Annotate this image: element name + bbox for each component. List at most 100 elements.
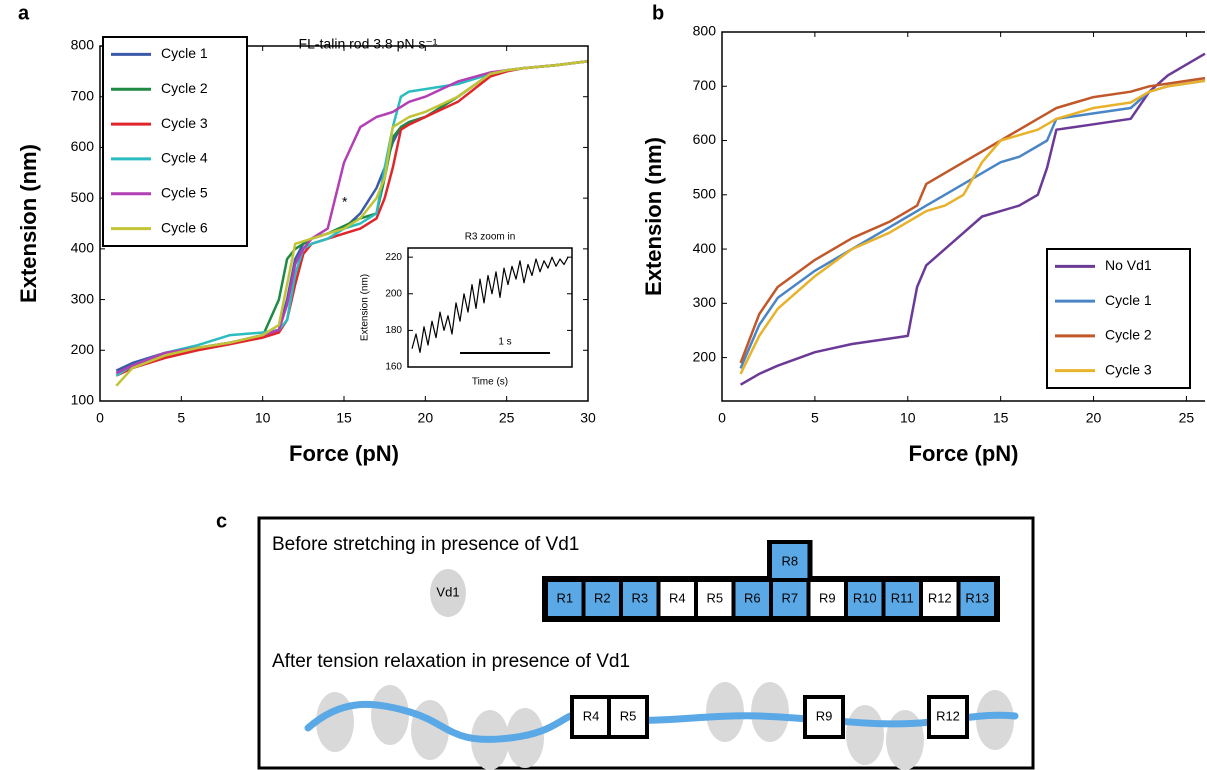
vd1-blob	[316, 692, 354, 752]
domain	[848, 582, 882, 616]
y-tick-label: 500	[693, 185, 717, 201]
y-tick-label: 160	[385, 362, 402, 373]
x-tick-label: 15	[336, 410, 352, 426]
y-tick-label: 400	[71, 240, 95, 256]
legend-label: Cycle 3	[161, 115, 208, 131]
x-tick-label: 0	[718, 410, 726, 426]
x-tick-label: 5	[811, 410, 819, 426]
x-tick-label: 15	[993, 410, 1009, 426]
domain-box	[927, 695, 969, 739]
legend-label: Cycle 1	[161, 45, 208, 61]
y-tick-label: 200	[693, 348, 717, 364]
x-tick-label: 20	[418, 410, 434, 426]
vd1-blob	[371, 685, 409, 745]
vd1-blob	[846, 705, 884, 765]
y-axis-label: Extension (nm)	[16, 144, 41, 303]
domain	[772, 544, 808, 578]
x-tick-label: 30	[580, 410, 596, 426]
y-tick-label: 800	[71, 37, 95, 53]
vd1-blob	[886, 710, 924, 770]
data-line	[739, 79, 1206, 375]
data-line	[739, 76, 1206, 364]
domain	[773, 582, 807, 616]
vd1-blob	[430, 569, 466, 617]
y-tick-label: 600	[693, 131, 717, 147]
domain	[735, 582, 769, 616]
y-tick-label: 700	[71, 87, 95, 103]
x-axis-label: Time (s)	[472, 377, 508, 388]
data-line	[115, 59, 589, 377]
y-tick-label: 100	[71, 392, 95, 408]
domain-label: R5	[620, 708, 637, 723]
x-tick-label: 10	[900, 410, 916, 426]
domain-label: R13	[965, 590, 989, 605]
domain-box	[803, 695, 845, 739]
domain	[810, 582, 844, 616]
y-axis-label: Extension (nm)	[641, 137, 666, 296]
domain	[548, 582, 582, 616]
y-tick-label: 700	[693, 77, 717, 93]
domain-box	[607, 695, 649, 739]
domain	[923, 582, 957, 616]
data-line	[739, 52, 1206, 386]
domain-label: R4	[583, 708, 600, 723]
legend-box	[1046, 248, 1191, 389]
x-axis-label: Force (pN)	[909, 441, 1019, 466]
domain-label: R11	[891, 590, 914, 605]
domain-label: R9	[816, 708, 833, 723]
domain-label: R12	[936, 708, 960, 723]
y-tick-label: 200	[71, 341, 95, 357]
domain-label: R1	[556, 590, 573, 605]
plot-area	[408, 248, 572, 367]
y-tick-label: 300	[71, 290, 95, 306]
data-line	[739, 79, 1206, 369]
annotation: *	[342, 194, 348, 210]
x-tick-label: 20	[1086, 410, 1102, 426]
data-line	[411, 256, 569, 353]
vd1-blob	[751, 682, 789, 742]
axis-frame	[407, 247, 573, 368]
y-tick-label: 500	[71, 189, 95, 205]
legend-label: Cycle 6	[161, 219, 208, 235]
y-tick-label: 800	[693, 23, 717, 39]
data-line	[115, 59, 589, 387]
domain-label: R7	[781, 590, 798, 605]
x-tick-label: 25	[1179, 410, 1195, 426]
vd1-label: Vd1	[436, 584, 459, 599]
x-tick-label: 5	[177, 410, 185, 426]
domain	[960, 582, 994, 616]
legend-label: Cycle 3	[1105, 361, 1152, 377]
y-tick-label: 300	[693, 294, 717, 310]
x-tick-label: 0	[96, 410, 104, 426]
x-tick-label: 25	[499, 410, 515, 426]
domain-label: R10	[853, 590, 877, 605]
chart-title: R3 zoom in	[465, 232, 516, 243]
legend-label: Cycle 1	[1105, 292, 1152, 308]
vd1-blob	[976, 690, 1014, 750]
x-axis-label: Force (pN)	[289, 441, 399, 466]
vd1-blob	[706, 682, 744, 742]
domain	[698, 582, 732, 616]
domain	[623, 582, 657, 616]
y-tick-label: 220	[385, 252, 402, 263]
legend-label: Cycle 5	[161, 184, 208, 200]
y-tick-label: 180	[385, 325, 402, 336]
y-axis-label: Extension (nm)	[360, 274, 371, 341]
panel-label: c	[216, 510, 227, 532]
domain	[885, 582, 919, 616]
axis-frame	[721, 31, 1205, 402]
domain	[585, 582, 619, 616]
domain	[660, 582, 694, 616]
domain-label: R8	[781, 553, 798, 568]
legend-label: Cycle 4	[161, 150, 208, 166]
diagram-title: After tension relaxation in presence of …	[272, 651, 630, 672]
panel-label: a	[18, 2, 30, 24]
diagram-title: Before stretching in presence of Vd1	[272, 534, 579, 555]
y-tick-label: 600	[71, 138, 95, 154]
legend-label: Cycle 2	[161, 80, 208, 96]
panel-label: b	[652, 2, 664, 24]
legend-label: Cycle 2	[1105, 327, 1152, 343]
chart-title: FL-talin rod 3.8 pN s⁻¹	[299, 36, 438, 52]
x-tick-label: 10	[255, 410, 271, 426]
